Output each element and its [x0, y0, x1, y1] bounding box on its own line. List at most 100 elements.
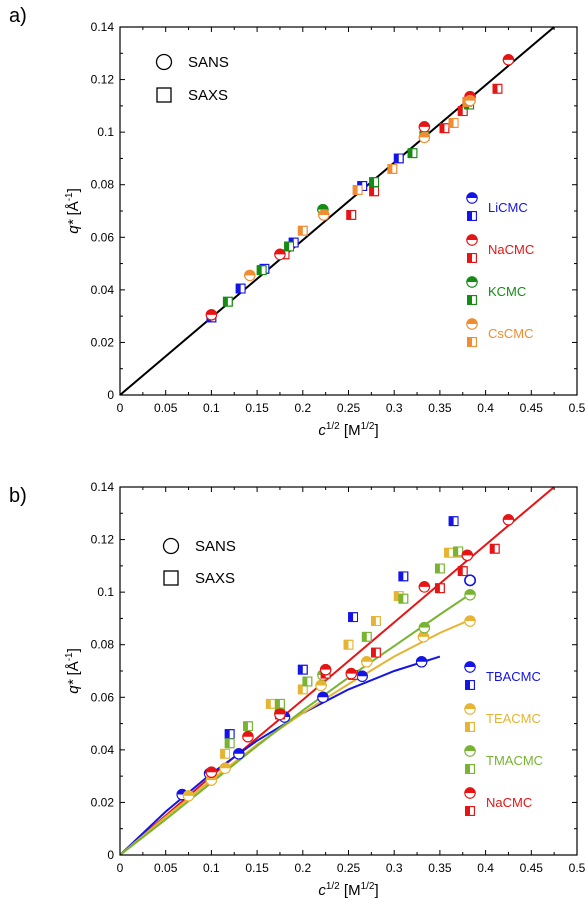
nacmc-sans-point	[206, 767, 216, 777]
nacmc-sans-point	[206, 310, 216, 320]
x-tick-label: 0.15	[245, 861, 269, 875]
legend-teacmc: TEACMC	[465, 704, 541, 732]
chart-panel-1: a) 0 0.05 0.1 0.15 0.2 0.25 0.3 0.35 0.4 0.45 0.5 0 0…	[9, 5, 586, 439]
marker-legend-saxs: SAXS	[157, 87, 228, 104]
panel-label: b)	[9, 485, 27, 507]
x-tick-label: 0.1	[203, 401, 220, 415]
teacmc-saxs-point	[372, 617, 381, 626]
legend-label: TMACMC	[486, 753, 543, 768]
panel-label: a)	[9, 5, 27, 27]
legend-kcmc: KCMC	[467, 277, 526, 305]
kcmc-saxs-point	[257, 266, 266, 275]
legend-saxs-marker	[466, 681, 475, 690]
teacmc-sans-point	[465, 616, 475, 626]
teacmc-saxs-point	[266, 699, 275, 708]
tbacmc-saxs-point	[449, 517, 458, 526]
legend-sans-marker	[467, 277, 477, 287]
legend-nacmc: NaCMC	[465, 788, 532, 816]
y-tick-label: 0	[107, 388, 114, 402]
x-tick-label: 0.5	[569, 861, 586, 875]
teacmc-saxs-point	[344, 640, 353, 649]
teacmc-sans-point	[183, 791, 193, 801]
cscmc-saxs-point	[298, 226, 307, 235]
nacmc-saxs-point	[493, 84, 502, 93]
marker-legend-sans: SANS	[164, 538, 236, 555]
nacmc-sans-point	[419, 122, 429, 132]
cscmc-saxs-point	[449, 119, 458, 128]
nacmc-sans-point	[503, 55, 513, 65]
tmacmc-sans-point	[419, 622, 429, 632]
legend-label: NaCMC	[488, 242, 534, 257]
tmacmc-saxs-point	[399, 594, 408, 603]
cscmc-sans-point	[245, 270, 255, 280]
tmacmc-saxs-point	[435, 564, 444, 573]
y-tick-label: 0.08	[91, 178, 115, 192]
tmacmc-saxs-point	[276, 699, 285, 708]
tbacmc-saxs-point	[349, 613, 358, 622]
legend-saxs-marker	[468, 338, 477, 347]
licmc-saxs-point	[236, 284, 245, 293]
x-tick-label: 0.45	[520, 401, 544, 415]
nacmc-saxs-point	[435, 584, 444, 593]
legend-saxs-marker	[468, 212, 477, 221]
x-tick-label: 0	[117, 861, 124, 875]
x-tick-label: 0.2	[294, 401, 311, 415]
y-tick-label: 0.14	[91, 480, 115, 494]
x-tick-label: 0.35	[428, 861, 452, 875]
nacmc-sans-point	[275, 249, 285, 259]
nacmc-saxs-point	[370, 187, 379, 196]
y-tick-label: 0	[107, 848, 114, 862]
legend-saxs-marker	[466, 723, 475, 732]
tbacmc-saxs-point	[399, 572, 408, 581]
legend-label: CsCMC	[488, 326, 534, 341]
cscmc-saxs-point	[353, 186, 362, 195]
y-axis-label: q* [Å-1]	[64, 188, 82, 234]
y-axis-label: q* [Å-1]	[64, 648, 82, 694]
x-tick-label: 0	[117, 401, 124, 415]
marker-legend-sans: SANS	[157, 54, 229, 71]
fit-line	[120, 596, 467, 855]
legend-sans-marker	[467, 193, 477, 203]
x-tick-label: 0.35	[428, 401, 452, 415]
legend-label: TBACMC	[486, 669, 541, 684]
chart-panel-2: b) 0 0.05 0.1 0.15 0.2 0.25 0.3 0.35 0.4 0.45 0.5 0 0…	[9, 480, 586, 899]
tbacmc-sans-point	[234, 749, 244, 759]
nacmc-sans-point	[243, 732, 253, 742]
legend-nacmc: NaCMC	[467, 235, 534, 263]
nacmc-saxs-point	[490, 544, 499, 553]
teacmc-sans-point	[316, 680, 326, 690]
svg-text:SAXS: SAXS	[188, 87, 228, 104]
x-tick-label: 0.25	[337, 401, 361, 415]
nacmc-saxs-point	[458, 567, 467, 576]
tbacmc-sans-point	[416, 657, 426, 667]
x-tick-label: 0.45	[520, 861, 544, 875]
y-tick-label: 0.1	[97, 125, 114, 139]
legend-saxs-marker	[468, 296, 477, 305]
tbacmc-sans-point	[357, 671, 367, 681]
legend-licmc: LiCMC	[467, 193, 528, 221]
nacmc-sans-point	[320, 664, 330, 674]
cscmc-sans-point	[319, 210, 329, 220]
y-tick-label: 0.02	[91, 335, 115, 349]
kcmc-saxs-point	[285, 242, 294, 251]
cscmc-sans-point	[465, 95, 475, 105]
y-tick-label: 0.14	[91, 20, 115, 34]
nacmc-saxs-point	[347, 211, 356, 220]
tmacmc-saxs-point	[303, 677, 312, 686]
legend-saxs-marker	[466, 807, 475, 816]
fit-line	[120, 621, 467, 855]
tbacmc-saxs-point	[298, 665, 307, 674]
x-tick-label: 0.05	[154, 861, 178, 875]
legend-saxs-marker	[468, 254, 477, 263]
legend-sans-marker	[465, 662, 475, 672]
teacmc-sans-point	[362, 657, 372, 667]
y-tick-label: 0.02	[91, 795, 115, 809]
x-tick-label: 0.5	[569, 401, 586, 415]
y-tick-label: 0.06	[91, 690, 115, 704]
kcmc-saxs-point	[370, 178, 379, 187]
legend-label: LiCMC	[488, 200, 528, 215]
tmacmc-saxs-point	[362, 632, 371, 641]
y-tick-label: 0.08	[91, 638, 115, 652]
x-tick-label: 0.3	[386, 861, 403, 875]
